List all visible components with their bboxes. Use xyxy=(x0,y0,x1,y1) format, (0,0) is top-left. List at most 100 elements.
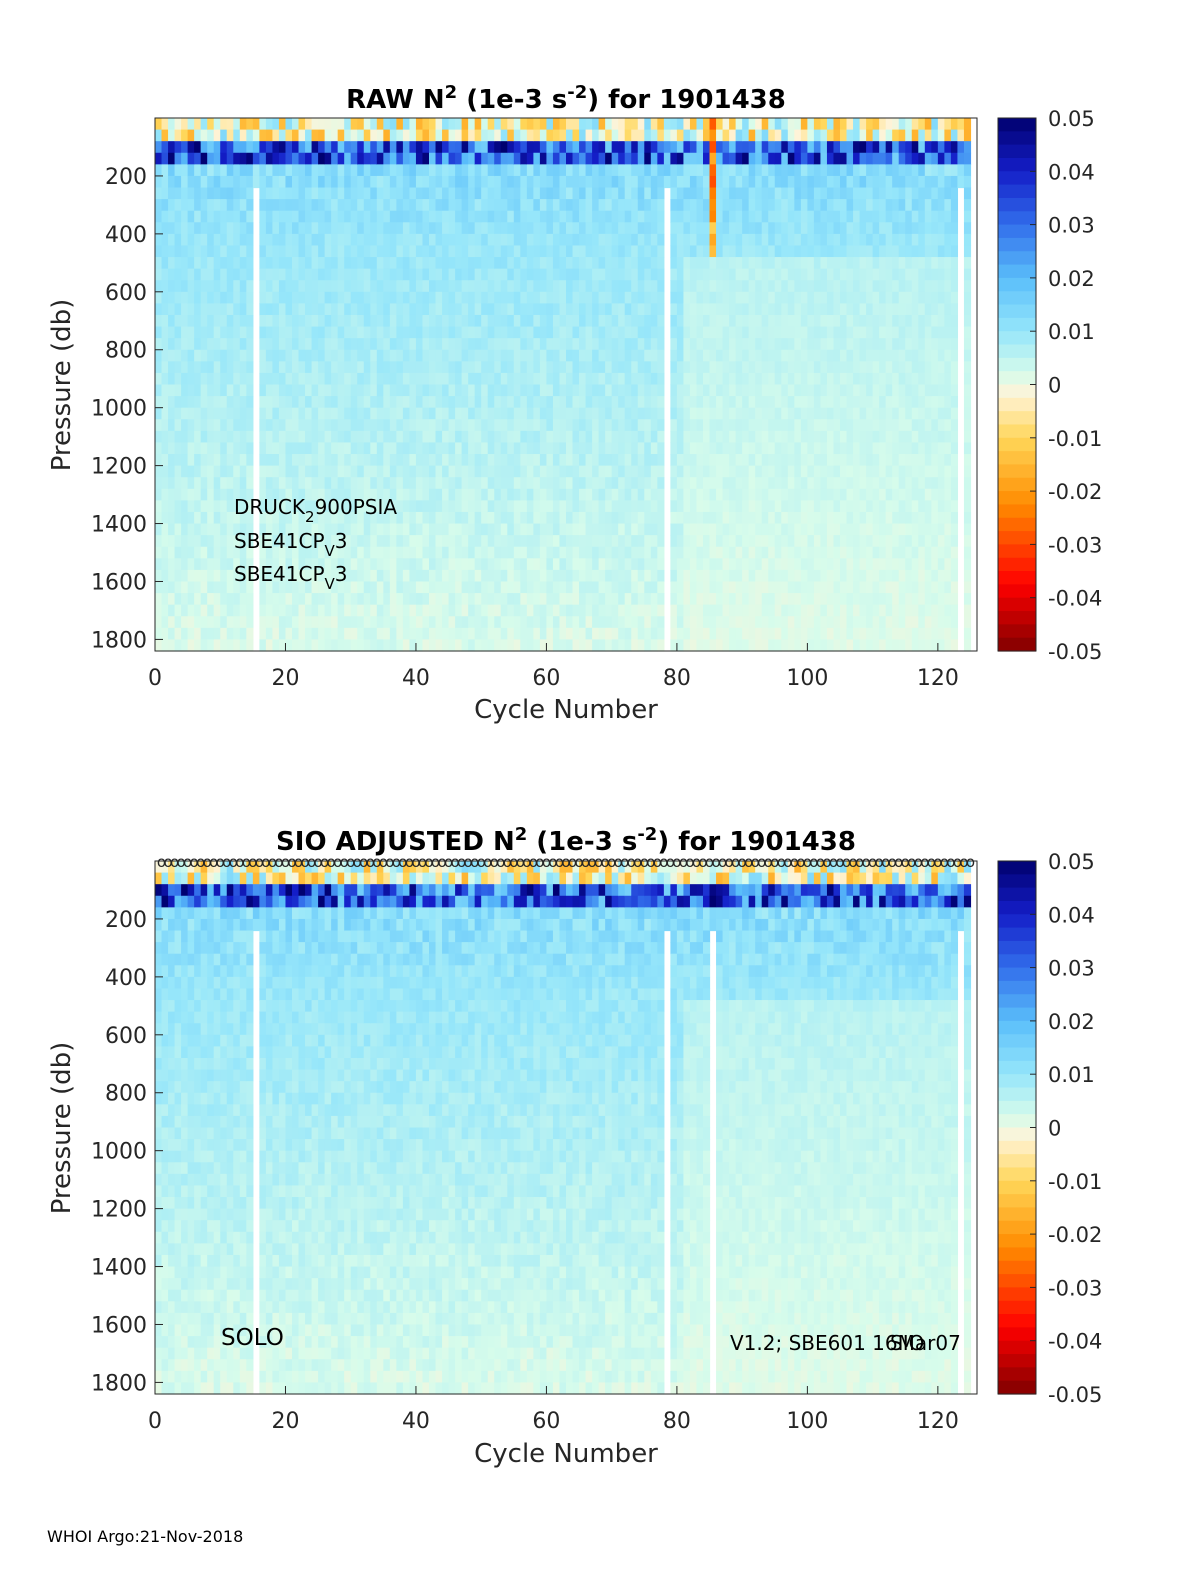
heatmap-cell xyxy=(383,523,391,536)
heatmap-cell xyxy=(742,141,750,154)
heatmap-cell xyxy=(696,477,704,490)
heatmap-cell xyxy=(826,187,835,200)
heatmap-cell xyxy=(409,639,417,652)
heatmap-cell xyxy=(337,199,345,212)
heatmap-cell xyxy=(487,361,495,374)
heatmap-cell xyxy=(572,558,580,571)
heatmap-cell xyxy=(539,129,548,142)
heatmap-cell xyxy=(357,257,365,270)
heatmap-cell xyxy=(657,511,665,525)
heatmap-cell xyxy=(409,442,417,455)
heatmap-cell xyxy=(370,222,378,235)
heatmap-cell xyxy=(278,465,287,478)
heatmap-cell xyxy=(670,442,678,455)
heatmap-cell xyxy=(840,558,848,571)
heatmap-cell xyxy=(526,175,534,189)
heatmap-cell xyxy=(474,604,482,617)
heatmap-cell xyxy=(833,118,841,131)
heatmap-cell xyxy=(187,361,195,374)
heatmap-cell xyxy=(853,257,861,270)
heatmap-cell xyxy=(605,465,613,478)
heatmap-cell xyxy=(246,245,254,258)
heatmap-cell xyxy=(376,581,384,594)
heatmap-cell xyxy=(840,118,848,131)
heatmap-cell xyxy=(500,361,508,374)
heatmap-cell xyxy=(187,268,195,281)
heatmap-cell xyxy=(539,141,548,154)
heatmap-cell xyxy=(461,430,469,444)
heatmap-cell xyxy=(539,419,548,432)
heatmap-cell xyxy=(468,396,476,409)
heatmap-cell xyxy=(155,245,163,258)
heatmap-cell xyxy=(611,465,619,478)
heatmap-cell xyxy=(572,338,580,351)
heatmap-cell xyxy=(363,558,371,571)
heatmap-cell xyxy=(233,338,241,351)
heatmap-cell xyxy=(370,488,378,501)
heatmap-cell xyxy=(292,338,300,351)
heatmap-cell xyxy=(507,384,515,397)
heatmap-cell xyxy=(298,419,306,432)
heatmap-cell xyxy=(200,210,208,223)
heatmap-cell xyxy=(585,488,593,501)
heatmap-cell xyxy=(866,465,874,478)
heatmap-cell xyxy=(363,384,371,397)
heatmap-cell xyxy=(546,152,554,165)
heatmap-cell xyxy=(442,511,450,525)
heatmap-cell xyxy=(226,118,234,131)
heatmap-cell xyxy=(442,616,450,629)
heatmap-cell xyxy=(429,558,437,571)
heatmap-cell xyxy=(350,141,358,154)
heatmap-cell xyxy=(181,604,189,617)
heatmap-cell xyxy=(670,593,678,606)
heatmap-cell xyxy=(833,581,841,594)
heatmap-cell xyxy=(650,593,658,606)
heatmap-cell xyxy=(644,222,652,235)
heatmap-cell xyxy=(168,627,176,641)
heatmap-cell xyxy=(683,569,691,583)
heatmap-cell xyxy=(213,372,221,386)
heatmap-cell xyxy=(526,407,534,420)
heatmap-cell xyxy=(657,175,665,189)
heatmap-cell xyxy=(487,396,495,409)
heatmap-cell xyxy=(494,175,502,189)
heatmap-cell xyxy=(853,222,861,235)
heatmap-cell xyxy=(337,419,345,432)
heatmap-cell xyxy=(187,199,195,212)
heatmap-cell xyxy=(161,604,169,617)
heatmap-cell xyxy=(624,349,632,362)
heatmap-cell xyxy=(194,627,202,641)
heatmap-cell xyxy=(787,523,795,536)
heatmap-cell xyxy=(716,442,724,455)
heatmap-cell xyxy=(461,558,469,571)
heatmap-cell xyxy=(376,396,384,409)
heatmap-cell xyxy=(239,164,247,177)
heatmap-cell xyxy=(468,303,476,316)
heatmap-cell xyxy=(853,152,861,165)
heatmap-cell xyxy=(820,175,828,189)
heatmap-cell xyxy=(703,558,711,571)
heatmap-cell xyxy=(768,454,776,467)
heatmap-cell xyxy=(552,118,561,131)
heatmap-cell xyxy=(807,245,815,258)
heatmap-cell xyxy=(533,372,541,386)
heatmap-cell xyxy=(559,616,567,629)
heatmap-cell xyxy=(487,546,495,559)
heatmap-cell xyxy=(468,187,476,200)
heatmap-cell xyxy=(761,465,769,478)
heatmap-cell xyxy=(859,454,867,467)
heatmap-cell xyxy=(853,639,861,652)
heatmap-cell xyxy=(481,152,489,165)
heatmap-cell xyxy=(872,210,880,223)
heatmap-cell xyxy=(742,593,750,606)
heatmap-cell xyxy=(533,326,541,339)
heatmap-cell xyxy=(481,454,489,467)
heatmap-cell xyxy=(389,465,397,478)
heatmap-cell xyxy=(533,500,541,513)
heatmap-cell xyxy=(311,303,319,316)
heatmap-cell xyxy=(689,326,698,339)
heatmap-cell xyxy=(539,627,548,641)
heatmap-cell xyxy=(840,639,848,652)
heatmap-cell xyxy=(781,187,789,200)
heatmap-cell xyxy=(859,187,867,200)
